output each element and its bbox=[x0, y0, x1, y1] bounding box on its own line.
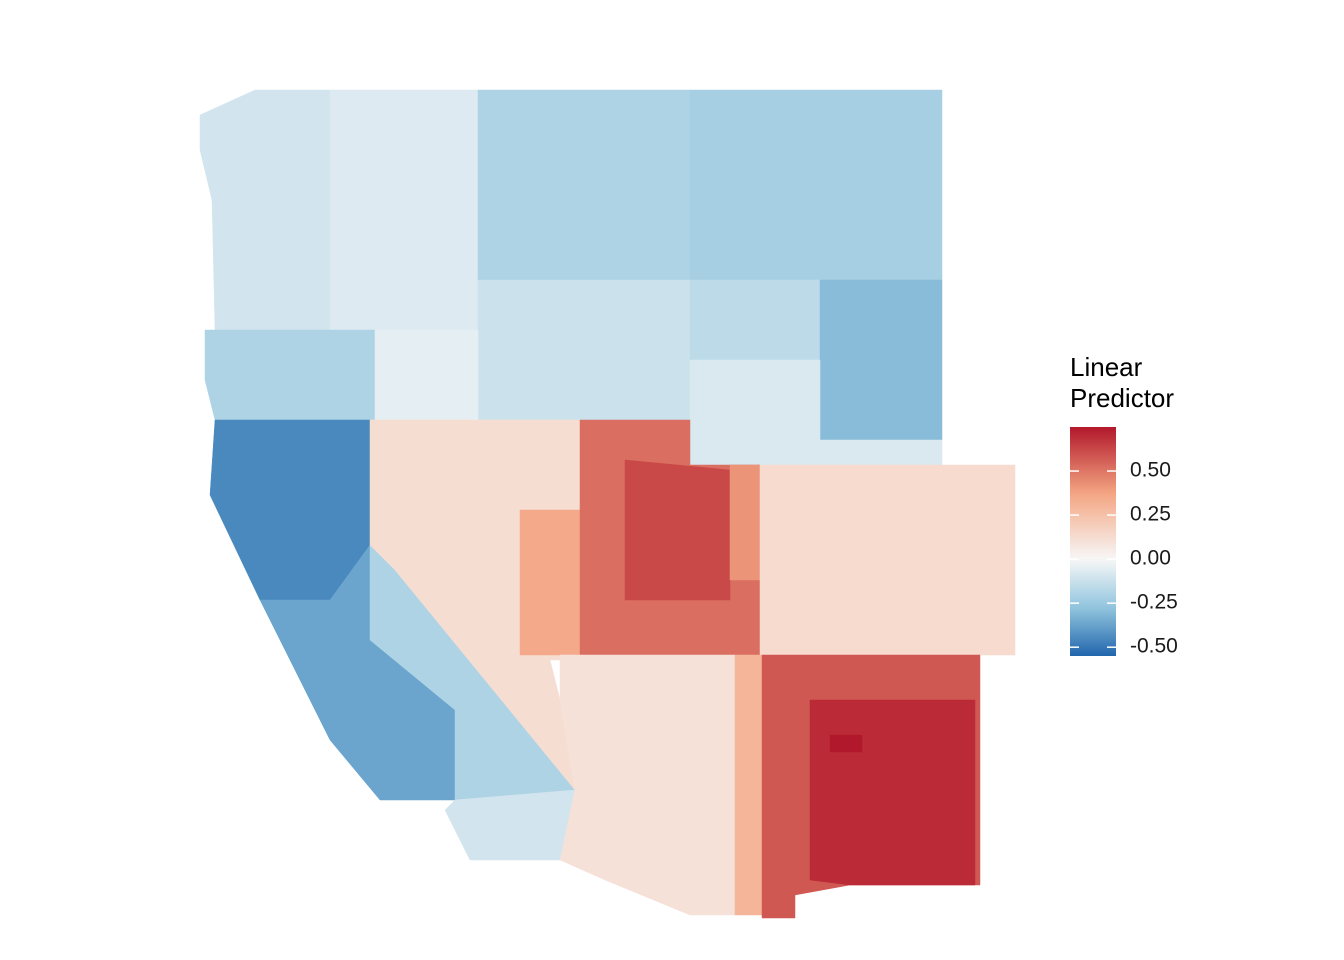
county-region bbox=[204, 329, 376, 421]
tick-label: 0.50 bbox=[1130, 459, 1171, 482]
colorbar bbox=[1070, 427, 1116, 656]
county-region bbox=[477, 89, 691, 281]
county-region bbox=[374, 329, 479, 421]
county-region bbox=[809, 699, 976, 886]
county-region bbox=[734, 654, 763, 916]
county-region bbox=[199, 89, 331, 331]
county-region bbox=[477, 279, 691, 421]
county-region bbox=[819, 279, 943, 441]
tick-label: 0.25 bbox=[1130, 503, 1171, 526]
legend-title: Predictor bbox=[1070, 383, 1174, 413]
county-region bbox=[689, 89, 943, 281]
county-region bbox=[729, 464, 761, 581]
tick-label: -0.50 bbox=[1130, 635, 1178, 658]
legend-title: Linear bbox=[1070, 352, 1143, 382]
county-region bbox=[519, 509, 581, 656]
county-region bbox=[759, 464, 1016, 656]
county-region bbox=[444, 789, 576, 861]
county-region bbox=[829, 734, 863, 753]
tick-label: 0.00 bbox=[1130, 547, 1171, 570]
county-region bbox=[624, 459, 731, 601]
choropleth bbox=[199, 89, 1016, 919]
legend: Linear Predictor 0.50 0.25 0.00 -0.25 -0.50 bbox=[1070, 352, 1178, 658]
county-region bbox=[559, 654, 736, 916]
county-region bbox=[689, 279, 821, 361]
county-region bbox=[329, 89, 479, 331]
tick-label: -0.25 bbox=[1130, 591, 1178, 614]
